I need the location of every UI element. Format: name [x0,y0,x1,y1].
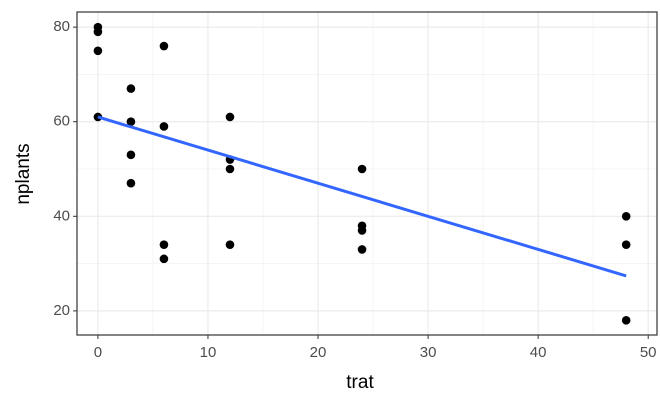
x-tick-label: 50 [640,344,657,361]
x-tick-label: 10 [200,344,217,361]
point [159,254,169,264]
y-tick-label: 80 [53,18,70,35]
point [357,226,367,235]
point [126,150,136,160]
point [357,245,367,254]
x-tick-label: 30 [420,344,437,361]
point [93,27,103,37]
x-tick-label: 20 [310,344,327,361]
point [357,164,367,174]
y-tick-label: 40 [53,207,70,224]
point [159,122,169,131]
panel-border [76,11,658,336]
trend-line [97,115,627,278]
x-tick-label: 40 [530,344,547,361]
point [225,112,235,122]
point [159,41,169,51]
y-tick-label: 20 [53,302,70,319]
point [93,46,103,56]
point [159,240,169,249]
point [225,240,235,249]
y-axis-title: nplants [13,143,34,204]
point [621,240,631,249]
point [126,178,136,188]
x-tick-label: 0 [94,344,102,361]
point [225,164,235,174]
point [621,316,631,325]
point [126,117,136,127]
point [126,84,136,93]
x-axis-title: trat [346,372,374,393]
point [621,211,631,221]
y-tick-label: 60 [53,113,70,130]
